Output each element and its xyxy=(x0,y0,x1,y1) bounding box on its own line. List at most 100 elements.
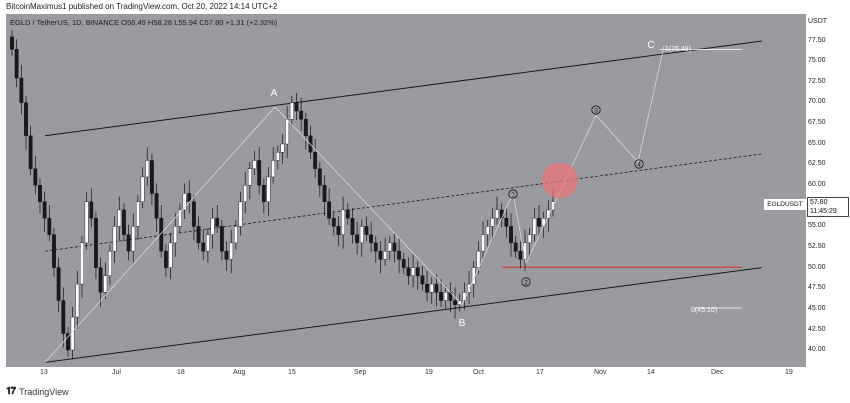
candle-body xyxy=(485,226,490,235)
symbol-price-tag: EGLDUSDT xyxy=(764,199,806,210)
symbol-info: EGLD / TetherUS, 1D, BINANCE xyxy=(10,18,120,27)
candle-body xyxy=(243,184,248,202)
candle-body xyxy=(84,201,89,244)
time-tick-label: Jul xyxy=(112,369,121,376)
time-tick-label: 17 xyxy=(536,369,544,376)
price-tick-label: 45.00 xyxy=(808,305,826,312)
price-tick-label: 72.50 xyxy=(808,78,826,85)
channel-lower-line xyxy=(44,267,763,363)
candle-body xyxy=(33,168,38,186)
wave-label-b: B xyxy=(459,318,466,329)
chart-area[interactable]: A B C 1(76.48) 0(45.10) 1 2 3 4 xyxy=(6,14,806,367)
candle-body xyxy=(443,292,448,301)
candle-body xyxy=(327,201,332,219)
candle-body xyxy=(331,217,336,227)
wave-label-4: 4 xyxy=(637,162,641,169)
candle-body xyxy=(504,217,509,227)
wave-label-c: C xyxy=(647,40,654,51)
candle-body xyxy=(415,267,420,277)
price-tick-label: 42.50 xyxy=(808,326,826,333)
price-tick-label: 52.50 xyxy=(808,243,826,250)
price-tick-label: 40.00 xyxy=(808,346,826,353)
price-chart[interactable]: A B C 1(76.48) 0(45.10) 1 2 3 4 xyxy=(6,14,806,367)
candle-body xyxy=(280,143,285,153)
candle-body xyxy=(10,36,14,50)
candle-body xyxy=(80,242,84,285)
publish-header: BitcoinMaximus1 published on TradingView… xyxy=(6,2,278,11)
candle-body xyxy=(499,209,504,219)
candle-body xyxy=(513,242,518,252)
time-axis[interactable] xyxy=(6,367,806,383)
price-axis[interactable] xyxy=(806,14,850,367)
candle-body xyxy=(434,283,439,293)
candle-body xyxy=(285,119,290,145)
candle-body xyxy=(537,217,541,227)
candle-body xyxy=(28,135,33,169)
candle-body xyxy=(238,201,243,227)
price-tick-label: 77.50 xyxy=(808,37,826,44)
bar-countdown: 11:45:29 xyxy=(810,208,837,215)
price-tick-label: 67.50 xyxy=(808,119,826,126)
candle-body xyxy=(261,184,266,202)
candle-body xyxy=(378,250,383,260)
candle-body xyxy=(108,250,112,277)
candle-body xyxy=(397,250,401,260)
candle-body xyxy=(509,226,513,244)
candle-body xyxy=(527,234,532,244)
candle-body xyxy=(14,49,19,79)
candle-body xyxy=(355,234,360,244)
candle-body xyxy=(224,250,229,260)
change-value: +1.31 (+2.32%) xyxy=(225,18,278,27)
candle-body xyxy=(38,184,42,202)
candle-body xyxy=(317,168,322,186)
candle-body xyxy=(182,193,187,211)
time-tick-label: Oct xyxy=(473,369,484,376)
candle-body xyxy=(350,217,355,235)
candle-body xyxy=(406,267,411,277)
candle-body xyxy=(369,234,374,244)
price-tick-label: 55.00 xyxy=(808,222,826,229)
candle-body xyxy=(495,209,499,219)
candle-body xyxy=(150,160,154,194)
price-tick-label: 75.00 xyxy=(808,57,826,64)
current-price-tag: 57.80 11:45:29 xyxy=(807,197,849,217)
time-tick-label: Aug xyxy=(233,369,246,376)
target-label-low: 0(45.10) xyxy=(691,307,717,314)
currency-label: USDT xyxy=(808,18,828,25)
candle-body xyxy=(98,267,103,293)
high-label: H xyxy=(147,18,154,27)
candle-body xyxy=(490,217,495,227)
wave-count-path xyxy=(44,45,665,363)
time-tick-label: 19 xyxy=(425,369,433,376)
candle-body xyxy=(191,201,196,227)
candle-body xyxy=(257,160,262,186)
candle-body xyxy=(429,283,434,293)
candle-body xyxy=(252,160,257,169)
candle-body xyxy=(164,250,168,268)
time-tick-label: Dec xyxy=(711,369,724,376)
channel-upper-line xyxy=(44,40,763,137)
wave-label-1: 1 xyxy=(511,192,515,199)
candle-body xyxy=(364,226,369,235)
candle-body xyxy=(42,201,47,219)
candle-body xyxy=(420,275,425,285)
low-label: L xyxy=(174,18,179,27)
candle-body xyxy=(313,152,318,169)
footer: 𝟏𝟕 TradingView xyxy=(6,386,69,397)
candle-body xyxy=(136,201,140,227)
candle-body xyxy=(532,217,537,235)
price-tick-label: 47.50 xyxy=(808,284,826,291)
candle-body xyxy=(271,160,276,178)
candle-body xyxy=(205,234,210,252)
current-price-value: 57.80 xyxy=(810,199,828,206)
candle-body xyxy=(24,102,28,136)
candle-body xyxy=(345,209,350,219)
candle-body xyxy=(322,184,327,202)
price-tick-label: 65.00 xyxy=(808,140,826,147)
candle-body xyxy=(266,176,271,202)
close-label: C xyxy=(199,18,205,27)
candle-body xyxy=(56,267,61,301)
wave-label-3-ring xyxy=(591,105,601,115)
price-tick-label: 50.00 xyxy=(808,264,826,271)
tradingview-brand: TradingView xyxy=(19,386,69,397)
